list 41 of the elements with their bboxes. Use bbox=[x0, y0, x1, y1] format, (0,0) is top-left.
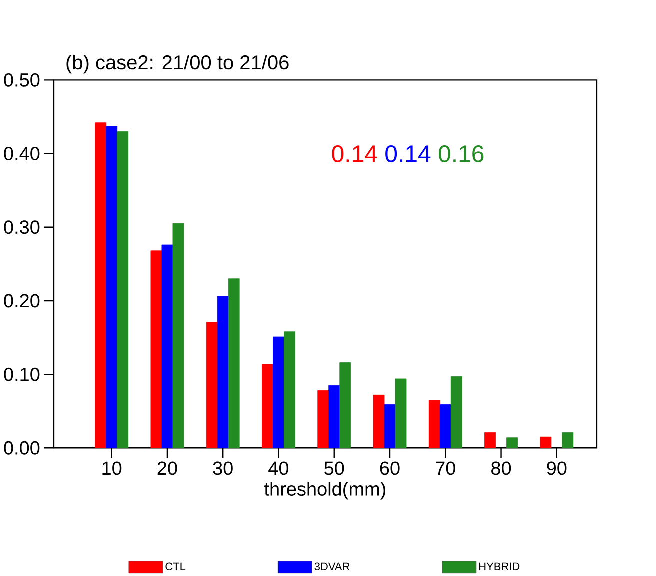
bar bbox=[206, 322, 218, 448]
legend-label: CTL bbox=[166, 562, 186, 571]
x-axis-title: threshold(mm) bbox=[264, 482, 386, 500]
bar bbox=[284, 332, 296, 448]
x-tick-label: 20 bbox=[158, 462, 178, 476]
bar bbox=[428, 400, 440, 448]
x-tick-label: 50 bbox=[324, 462, 344, 476]
bar bbox=[150, 250, 162, 448]
x-tick-label: 10 bbox=[102, 462, 122, 476]
x-tick-label: 40 bbox=[268, 462, 289, 476]
legend-label: HYBRID bbox=[480, 562, 520, 570]
annotation: 0.16 bbox=[438, 146, 484, 163]
x-tick-label: 70 bbox=[436, 462, 456, 476]
bar bbox=[228, 278, 240, 448]
bar bbox=[540, 436, 552, 448]
bar bbox=[340, 362, 352, 448]
bar bbox=[506, 438, 518, 448]
bar bbox=[373, 395, 385, 448]
y-tick-label: 0.20 bbox=[4, 294, 40, 308]
annotation: 0.14 bbox=[386, 146, 431, 163]
y-tick-label: 0.50 bbox=[4, 73, 40, 87]
x-tick-label: 90 bbox=[547, 462, 567, 476]
y-tick-label: 0.30 bbox=[4, 220, 40, 234]
bar bbox=[395, 378, 407, 448]
x-tick-label: 30 bbox=[213, 462, 233, 476]
bar bbox=[450, 376, 462, 448]
x-tick-label: 80 bbox=[492, 462, 512, 476]
legend-label: 3DVAR bbox=[314, 562, 350, 571]
bar bbox=[484, 432, 496, 448]
bar bbox=[95, 122, 107, 448]
bar bbox=[262, 364, 274, 448]
bar bbox=[318, 390, 330, 448]
bar bbox=[117, 132, 129, 448]
annotation: 0.14 bbox=[332, 146, 378, 163]
y-tick-label: 0.40 bbox=[4, 147, 40, 161]
bar bbox=[172, 224, 184, 448]
x-tick-label: 60 bbox=[380, 462, 400, 476]
y-tick-label: 0.10 bbox=[4, 368, 40, 382]
bar bbox=[562, 432, 574, 448]
chart-title: (b) case2: 21/00 to 21/06 bbox=[66, 55, 289, 74]
y-tick-label: 0.00 bbox=[4, 441, 40, 455]
